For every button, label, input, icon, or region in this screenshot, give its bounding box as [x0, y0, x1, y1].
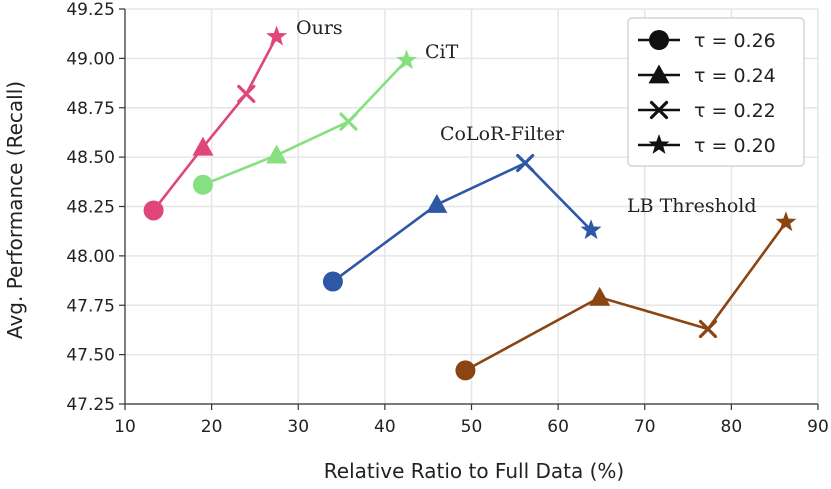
y-tick-label: 47.75	[66, 296, 115, 316]
x-tick-label: 30	[287, 417, 309, 437]
y-tick-label: 49.00	[66, 49, 115, 69]
series-color-filter	[322, 153, 602, 292]
legend-marker-triangle	[648, 64, 670, 84]
legend-marker-circle	[649, 30, 669, 50]
legend-marker-x	[649, 100, 669, 120]
x-tick-label: 40	[374, 417, 396, 437]
legend-entry: τ = 0.24	[638, 64, 776, 87]
legend-marker-star	[648, 134, 670, 154]
series-label: CiT	[425, 41, 459, 63]
data-point-triangle	[192, 136, 214, 156]
data-point-x	[698, 319, 718, 339]
legend-label: τ = 0.22	[694, 100, 776, 122]
x-tick-label: 50	[461, 417, 483, 437]
data-point-triangle	[266, 144, 288, 164]
series-lb-threshold	[455, 211, 797, 381]
series-ours	[143, 25, 288, 221]
series-line-ours	[152, 36, 278, 212]
y-tick-label: 48.50	[66, 148, 115, 168]
x-tick-label: 70	[634, 417, 656, 437]
y-tick-label: 48.00	[66, 247, 115, 267]
data-point-x	[237, 84, 256, 104]
data-point-star	[266, 25, 288, 46]
legend-label: τ = 0.24	[694, 65, 776, 87]
series-line-cit	[202, 59, 408, 186]
series-line-color-filter	[332, 161, 592, 283]
data-point-triangle	[589, 286, 611, 306]
x-tick-label: 60	[547, 417, 569, 437]
data-point-star	[580, 219, 602, 240]
x-tick-label: 80	[721, 417, 743, 437]
y-tick-label: 49.25	[66, 0, 115, 20]
data-point-x	[339, 112, 358, 131]
plot-area	[143, 25, 797, 381]
axes: 10 20 30 40 50 60 70 80 90 47.25 47.50 47.75 48.00 48…	[66, 0, 828, 437]
data-point-star	[775, 211, 797, 232]
y-tick-label: 48.25	[66, 198, 115, 218]
x-tick-label: 20	[201, 417, 223, 437]
data-point-circle	[455, 360, 476, 381]
series-cit	[192, 49, 417, 195]
legend-label: τ = 0.20	[694, 135, 776, 157]
grid	[124, 8, 819, 405]
series-label: Ours	[296, 17, 343, 39]
series-labels: Ours CiT CoLoR-Filter LB Threshold	[296, 17, 757, 217]
legend-label: τ = 0.26	[694, 30, 776, 52]
data-point-circle	[322, 271, 343, 292]
series-label: CoLoR-Filter	[440, 123, 565, 145]
legend-entry: τ = 0.26	[638, 30, 776, 52]
y-axis-title: Avg. Performance (Recall)	[3, 81, 27, 339]
data-point-circle	[192, 174, 213, 195]
data-point-x	[516, 153, 535, 173]
legend-entry: τ = 0.22	[638, 100, 776, 122]
data-point-circle	[143, 200, 164, 221]
series-line-lb-threshold	[464, 221, 787, 372]
y-tick-label: 48.75	[66, 99, 115, 119]
x-tick-label: 10	[114, 417, 136, 437]
data-point-triangle	[426, 194, 448, 213]
y-tick-label: 47.50	[66, 346, 115, 366]
legend-entry: τ = 0.20	[638, 134, 776, 157]
x-tick-label: 90	[807, 417, 829, 437]
legend: τ = 0.26 τ = 0.24 τ = 0.22 τ = 0.20	[627, 17, 805, 167]
x-axis-title: Relative Ratio to Full Data (%)	[324, 459, 624, 483]
data-point-star	[396, 49, 417, 70]
y-tick-label: 47.25	[66, 395, 115, 415]
series-label: LB Threshold	[627, 195, 757, 217]
legend-box	[627, 17, 805, 167]
